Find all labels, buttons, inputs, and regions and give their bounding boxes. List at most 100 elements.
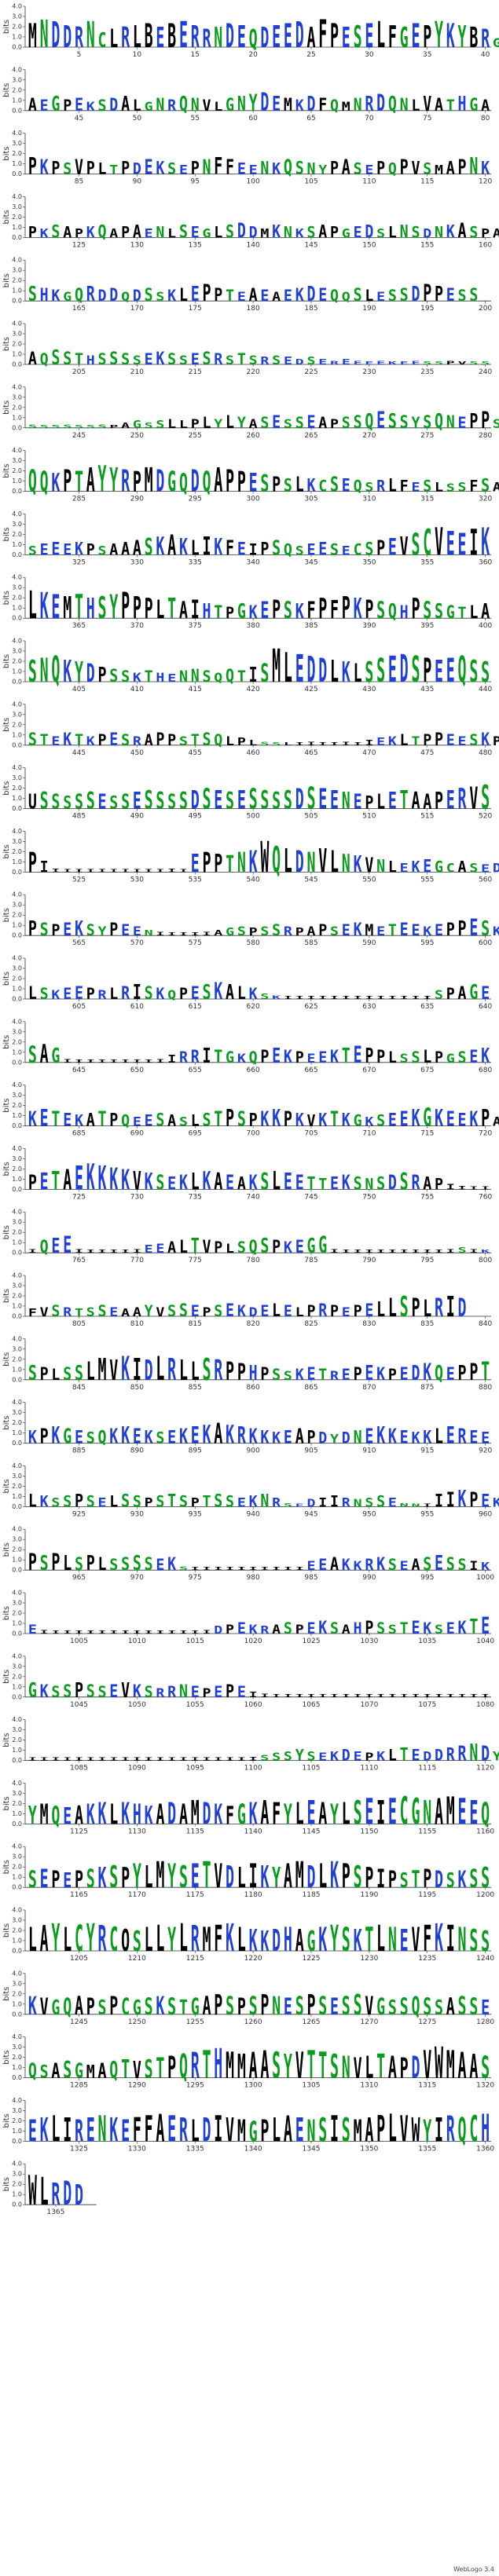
x-tick-label: 230 [362,368,376,376]
residue-letter: E [63,919,72,939]
residue-letter: K [86,1158,95,1198]
residue-letter: P [435,1049,443,1067]
x-tick-label: 1230 [360,1955,378,1963]
residue-letter: Q [179,93,188,116]
y-tick-label: 3.0 [12,774,22,781]
y-tick-label: 3.0 [12,267,22,274]
residue-letter: G [167,466,176,498]
residue-letter: H [249,1362,258,1385]
x-tick-label: 310 [362,496,376,503]
residue-letter: S [28,1362,37,1385]
residue-letter: P [75,1491,83,1511]
x-tick-label: 650 [130,1067,144,1074]
residue-letter: K [167,1553,177,1574]
y-tick-label: 1.0 [12,1620,22,1627]
residue-letter: N [400,94,409,115]
residue-letter: E [237,1621,246,1638]
residue-letter: E [469,915,478,941]
residue-letter: S [179,1300,188,1320]
y-tick-label: 1.0 [12,1493,22,1500]
x-tick-label: 95 [191,178,200,186]
residue-letter: I [306,996,315,1000]
residue-letter: S [156,419,164,430]
residue-letter: K [40,1681,50,1701]
residue-letter: I [121,1758,130,1762]
y-tick-label: 3.0 [12,1473,22,1480]
x-tick-label: 1265 [303,2018,321,2026]
residue-letter: P [388,1867,397,1893]
residue-letter: S [376,1621,385,1638]
residue-letter: R [167,1352,177,1388]
residue-letter: E [342,1367,350,1384]
residue-letter: D [493,861,499,876]
residue-letter: S [342,2111,350,2150]
residue-letter: T [226,851,234,877]
residue-letter: L [214,100,222,115]
x-tick-label: 1165 [70,1891,88,1899]
residue-letter: K [284,1046,293,1067]
residue-letter: P [109,425,118,429]
x-tick-label: 215 [189,368,202,376]
residue-letter: R [481,25,490,54]
x-tick-label: 475 [420,749,434,757]
residue-letter: E [63,1803,72,1829]
residue-letter: S [249,783,258,815]
y-tick-label: 1.0 [12,2191,22,2198]
x-tick-label: 1235 [418,1955,436,1963]
residue-letter: P [237,1993,246,2019]
residue-letter: K [179,534,188,560]
residue-letter: V [40,1993,49,2019]
residue-letter: S [260,415,269,432]
residue-letter: S [306,1750,315,1765]
residue-letter: R [191,20,200,55]
x-tick-label: 25 [306,51,315,59]
residue-letter: R [237,1422,246,1448]
residue-letter: E [388,1110,397,1130]
residue-letter: K [214,534,222,560]
y-axis-label: bits [2,1415,11,1429]
residue-letter: V [295,2046,304,2087]
residue-letter: T [51,1167,60,1196]
residue-letter: A [249,2046,258,2087]
residue-letter: S [284,475,292,496]
residue-letter: E [400,1923,409,1959]
residue-letter: K [295,1367,305,1384]
residue-letter: L [295,474,304,497]
residue-letter: P [260,2114,269,2150]
residue-letter: L [272,2111,281,2150]
residue-letter: E [191,1304,200,1321]
x-tick-label: 250 [130,432,144,440]
x-tick-label: 1285 [70,2082,88,2090]
residue-letter: Y [28,1802,37,1831]
residue-letter: A [481,97,490,115]
y-tick-label: 2.0 [12,86,22,93]
residue-letter: I [133,1630,141,1634]
residue-letter: I [342,1250,350,1253]
residue-letter: E [284,1993,292,2019]
residue-letter: S [28,1041,37,1067]
y-tick-label: 1.0 [12,1239,22,1246]
y-tick-label: 2.0 [12,721,22,728]
residue-letter: V [400,2109,409,2150]
residue-letter: S [28,1867,37,1893]
residue-letter: P [354,1304,362,1321]
residue-letter: W [28,2168,37,2216]
residue-letter: T [179,1996,188,2020]
residue-letter: S [203,729,211,749]
y-tick-label: 0.0 [12,361,22,368]
residue-letter: A [109,542,119,559]
residue-letter: N [376,856,385,876]
x-tick-label: 255 [189,432,202,440]
residue-letter: B [167,16,176,55]
residue-letter: S [40,986,49,1004]
residue-letter: S [226,788,234,814]
residue-letter: L [191,1113,200,1130]
residue-letter: I [191,1758,200,1762]
x-tick-label: 880 [479,1384,492,1392]
y-tick-label: 3.0 [12,1536,22,1543]
residue-letter: I [354,1694,362,1698]
residue-letter: S [330,2047,339,2086]
x-tick-label: 635 [420,1003,434,1011]
residue-letter: E [272,93,281,116]
